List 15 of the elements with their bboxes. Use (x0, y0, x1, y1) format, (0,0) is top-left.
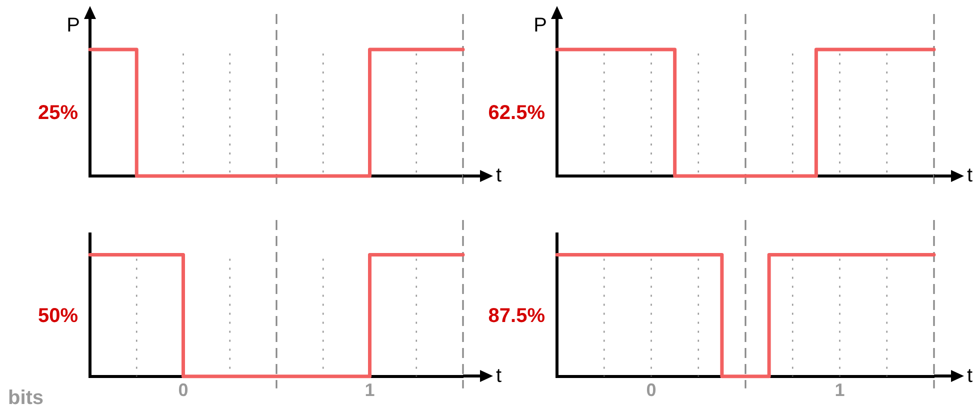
y-axis-title: P (534, 14, 547, 37)
text: 62.5% (488, 100, 545, 125)
x-axis-title: t (496, 164, 502, 187)
x-tick-label: 1 (834, 380, 845, 400)
text: bits (8, 386, 44, 410)
text: 25% (38, 100, 78, 125)
x-tick-label: 0 (178, 380, 188, 400)
x-tick-label: 1 (364, 380, 375, 400)
x-axis-title: t (967, 364, 973, 387)
text: 87.5% (488, 304, 545, 328)
y-axis-title: P (66, 14, 80, 37)
x-tick-label: 0 (646, 380, 656, 400)
x-axis-title: t (496, 364, 502, 387)
text: 50% (38, 304, 78, 328)
x-axis-title: t (967, 164, 973, 187)
